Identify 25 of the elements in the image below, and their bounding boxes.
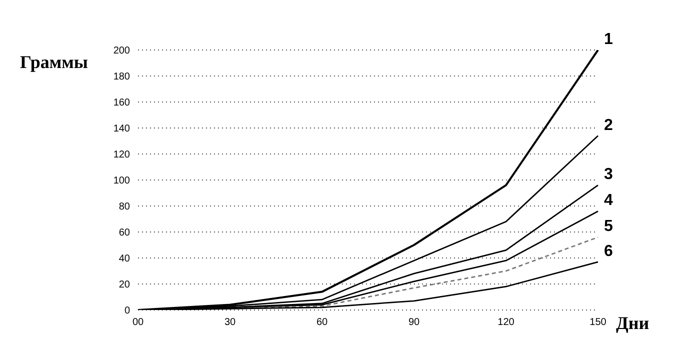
y-axis-title: Граммы	[20, 52, 88, 73]
y-tick-label: 200	[113, 46, 130, 57]
x-tick-label: 150	[590, 317, 607, 328]
x-tick-label: 120	[498, 317, 515, 328]
y-tick-label: 100	[113, 176, 130, 187]
y-tick-label: 40	[118, 254, 130, 265]
series-label: 5	[604, 218, 613, 236]
y-tick-label: 140	[113, 124, 130, 135]
series-label: 6	[604, 242, 613, 260]
x-tick-label: 90	[408, 317, 420, 328]
y-tick-label: 160	[113, 98, 130, 109]
y-tick-label: 120	[113, 150, 130, 161]
y-tick-label: 20	[118, 280, 130, 291]
series-label: 1	[604, 31, 613, 48]
series-label: 2	[604, 116, 613, 134]
y-tick-label: 80	[118, 202, 130, 213]
y-tick-label: 0	[124, 306, 130, 317]
series-label: 3	[604, 166, 613, 184]
x-tick-label: 00	[132, 317, 144, 328]
x-axis-title: Дни	[616, 313, 650, 334]
y-tick-label: 60	[118, 228, 130, 239]
x-tick-label: 60	[316, 317, 328, 328]
y-tick-label: 180	[113, 72, 130, 83]
x-tick-label: 30	[224, 317, 236, 328]
series-label: 4	[604, 192, 613, 210]
